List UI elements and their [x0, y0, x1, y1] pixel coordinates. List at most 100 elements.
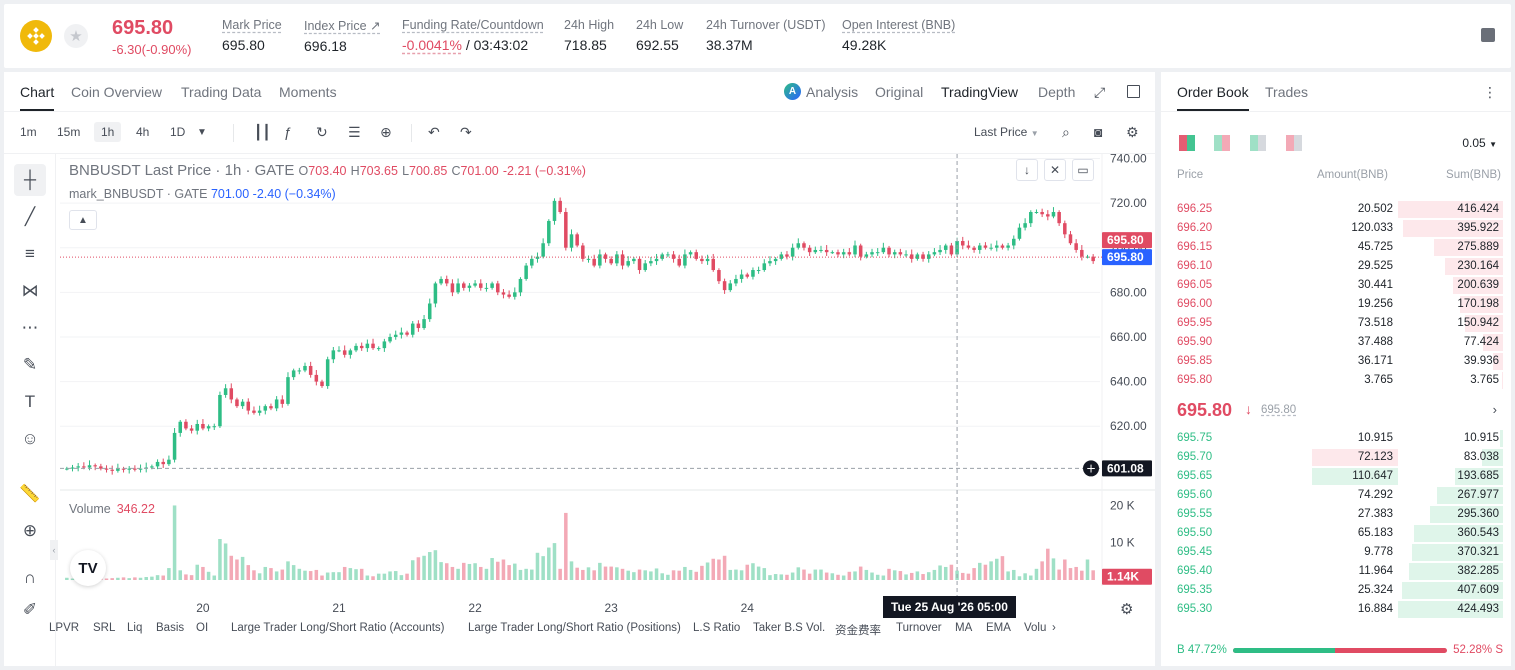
zoom-in-tool-icon[interactable]: ⊕: [22, 521, 38, 540]
stat-mark-price[interactable]: Mark Price 695.80: [222, 18, 282, 53]
indicator-ls-positions[interactable]: Large Trader Long/Short Ratio (Positions…: [468, 622, 681, 634]
indicator-liq[interactable]: Liq: [127, 622, 143, 634]
indicator-turnover[interactable]: Turnover: [896, 622, 942, 634]
view-tradingview[interactable]: TradingView: [941, 84, 1019, 100]
interval-1m[interactable]: 1m: [20, 125, 37, 139]
view-analysis[interactable]: Analysis: [806, 84, 859, 100]
stat-funding-rate[interactable]: Funding Rate/Countdown -0.0041% / 03:43:0…: [402, 18, 544, 53]
ask-row[interactable]: 695.85 36.171 39.936: [1169, 352, 1503, 371]
indicator-lpvr[interactable]: LPVR: [49, 622, 80, 634]
tab-chart[interactable]: Chart: [20, 84, 55, 111]
text-tool-icon[interactable]: T: [24, 392, 36, 411]
book-view-red-icon[interactable]: [1286, 135, 1302, 151]
bid-row[interactable]: 695.75 10.915 10.915: [1169, 429, 1503, 448]
bid-row[interactable]: 695.30 16.884 424.493: [1169, 600, 1503, 619]
price-chart[interactable]: +740.00720.00700.00680.00660.00640.00620…: [60, 154, 1155, 664]
indicator-ma[interactable]: MA: [955, 622, 973, 634]
ask-row[interactable]: 695.80 3.765 3.765: [1169, 371, 1503, 390]
price-source-select[interactable]: Last Price ▼: [974, 125, 1039, 139]
indicator-taker-vol[interactable]: Taker B.S Vol.: [753, 622, 826, 634]
indicators-icon[interactable]: ƒ: [284, 124, 292, 140]
undo-icon[interactable]: ↶: [428, 124, 440, 140]
pencil-tool-icon[interactable]: ✐: [22, 600, 38, 619]
window-icon[interactable]: [1127, 85, 1140, 98]
more-menu-icon[interactable]: ⋮: [1483, 84, 1497, 100]
bid-row[interactable]: 695.55 27.383 295.360: [1169, 505, 1503, 524]
magnet-tool-icon[interactable]: ∩: [23, 568, 37, 587]
fib-tool-icon[interactable]: ⋯: [21, 318, 39, 337]
interval-4h[interactable]: 4h: [136, 125, 150, 139]
bid-row[interactable]: 695.60 74.292 267.977: [1169, 486, 1503, 505]
chevron-up-icon[interactable]: ▲: [69, 210, 97, 230]
ask-row[interactable]: 696.10 29.525 230.164: [1169, 257, 1503, 276]
tab-moments[interactable]: Moments: [279, 84, 337, 100]
brush-tool-icon[interactable]: ✎: [22, 355, 38, 374]
layout-switch-icon[interactable]: ▭: [1072, 159, 1094, 181]
indicator-ls-ratio[interactable]: L.S Ratio: [693, 622, 741, 634]
layout-icon[interactable]: ☰: [348, 124, 361, 140]
tab-trading-data[interactable]: Trading Data: [181, 84, 262, 100]
trend-line-tool-icon[interactable]: ╱: [24, 207, 36, 226]
ask-row[interactable]: 696.05 30.441 200.639: [1169, 276, 1503, 295]
indicator-volume[interactable]: Volu: [1024, 622, 1047, 634]
book-icon[interactable]: [1481, 28, 1495, 42]
pattern-tool-icon[interactable]: ⋈: [21, 281, 39, 300]
ask-row[interactable]: 696.25 20.502 416.424: [1169, 200, 1503, 219]
bid-row[interactable]: 695.70 72.123 83.038: [1169, 448, 1503, 467]
expand-icon[interactable]: ⤢: [1094, 84, 1106, 100]
redo-icon[interactable]: ↷: [460, 124, 472, 140]
bid-row[interactable]: 695.45 9.778 370.321: [1169, 543, 1503, 562]
emoji-tool-icon[interactable]: ☺: [21, 429, 39, 448]
camera-icon[interactable]: ◙: [1094, 124, 1103, 140]
ask-row[interactable]: 696.00 19.256 170.198: [1169, 295, 1503, 314]
indicator-oi[interactable]: OI: [196, 622, 209, 634]
indicator-basis[interactable]: Basis: [156, 622, 185, 634]
refresh-icon[interactable]: ↻: [316, 124, 328, 140]
tab-coin-overview[interactable]: Coin Overview: [71, 84, 163, 100]
indicator-srl[interactable]: SRL: [93, 622, 116, 634]
ask-row[interactable]: 696.15 45.725 275.889: [1169, 238, 1503, 257]
collapse-arrows-icon[interactable]: ✕: [1044, 159, 1066, 181]
arrow-down-icon[interactable]: ↓: [1016, 159, 1038, 181]
book-view-both-icon[interactable]: [1179, 135, 1195, 151]
candle-type-icon[interactable]: ┃┃: [254, 124, 271, 140]
volume-bar: [1091, 570, 1095, 580]
chevron-right-icon[interactable]: ›: [1052, 622, 1056, 634]
indicator-funding-rate[interactable]: 资金费率: [835, 625, 881, 637]
analysis-icon[interactable]: A: [784, 83, 801, 100]
interval-dropdown-icon[interactable]: ▼: [197, 127, 207, 138]
crosshair-tool-icon[interactable]: ┼: [14, 164, 46, 196]
add-indicator-icon[interactable]: ⊕: [380, 124, 392, 140]
stat-index-price[interactable]: Index Price ↗ 696.18: [304, 19, 381, 54]
stat-open-interest[interactable]: Open Interest (BNB) 49.28K: [842, 18, 956, 53]
bid-row[interactable]: 695.65 110.647 193.685: [1169, 467, 1503, 486]
horizontal-lines-tool-icon[interactable]: ≡: [25, 244, 35, 263]
chevron-right-icon[interactable]: ›: [1492, 402, 1497, 417]
gear-icon[interactable]: ⚙: [1126, 124, 1139, 140]
book-view-asks-icon[interactable]: [1250, 135, 1266, 151]
tick-size-select[interactable]: 0.05 ▼: [1462, 136, 1497, 150]
tab-order-book[interactable]: Order Book: [1177, 84, 1249, 111]
ask-row[interactable]: 695.95 73.518 150.942: [1169, 314, 1503, 333]
interval-1d[interactable]: 1D: [170, 125, 186, 139]
favorite-star-icon[interactable]: ★: [64, 24, 88, 48]
ruler-tool-icon[interactable]: 📏: [19, 484, 41, 503]
book-view-bids-icon[interactable]: [1214, 135, 1230, 151]
indicator-ls-accounts[interactable]: Large Trader Long/Short Ratio (Accounts): [231, 622, 445, 634]
search-icon[interactable]: ⌕: [1062, 124, 1070, 140]
indicator-ema[interactable]: EMA: [986, 622, 1011, 634]
ask-row[interactable]: 695.90 37.488 77.424: [1169, 333, 1503, 352]
toolbar-collapse-icon[interactable]: ‹: [50, 540, 58, 560]
tradingview-logo[interactable]: TV: [70, 550, 106, 586]
interval-1h[interactable]: 1h: [94, 122, 122, 142]
bid-row[interactable]: 695.40 11.964 382.285: [1169, 562, 1503, 581]
view-depth[interactable]: Depth: [1038, 84, 1076, 100]
ask-row[interactable]: 696.20 120.033 395.922: [1169, 219, 1503, 238]
volume-bar: [632, 572, 636, 580]
bid-row[interactable]: 695.50 65.183 360.543: [1169, 524, 1503, 543]
axis-settings-icon[interactable]: ⚙: [1120, 601, 1134, 618]
view-original[interactable]: Original: [875, 84, 924, 100]
bid-row[interactable]: 695.35 25.324 407.609: [1169, 581, 1503, 600]
interval-15m[interactable]: 15m: [57, 125, 81, 139]
tab-trades[interactable]: Trades: [1265, 84, 1309, 100]
